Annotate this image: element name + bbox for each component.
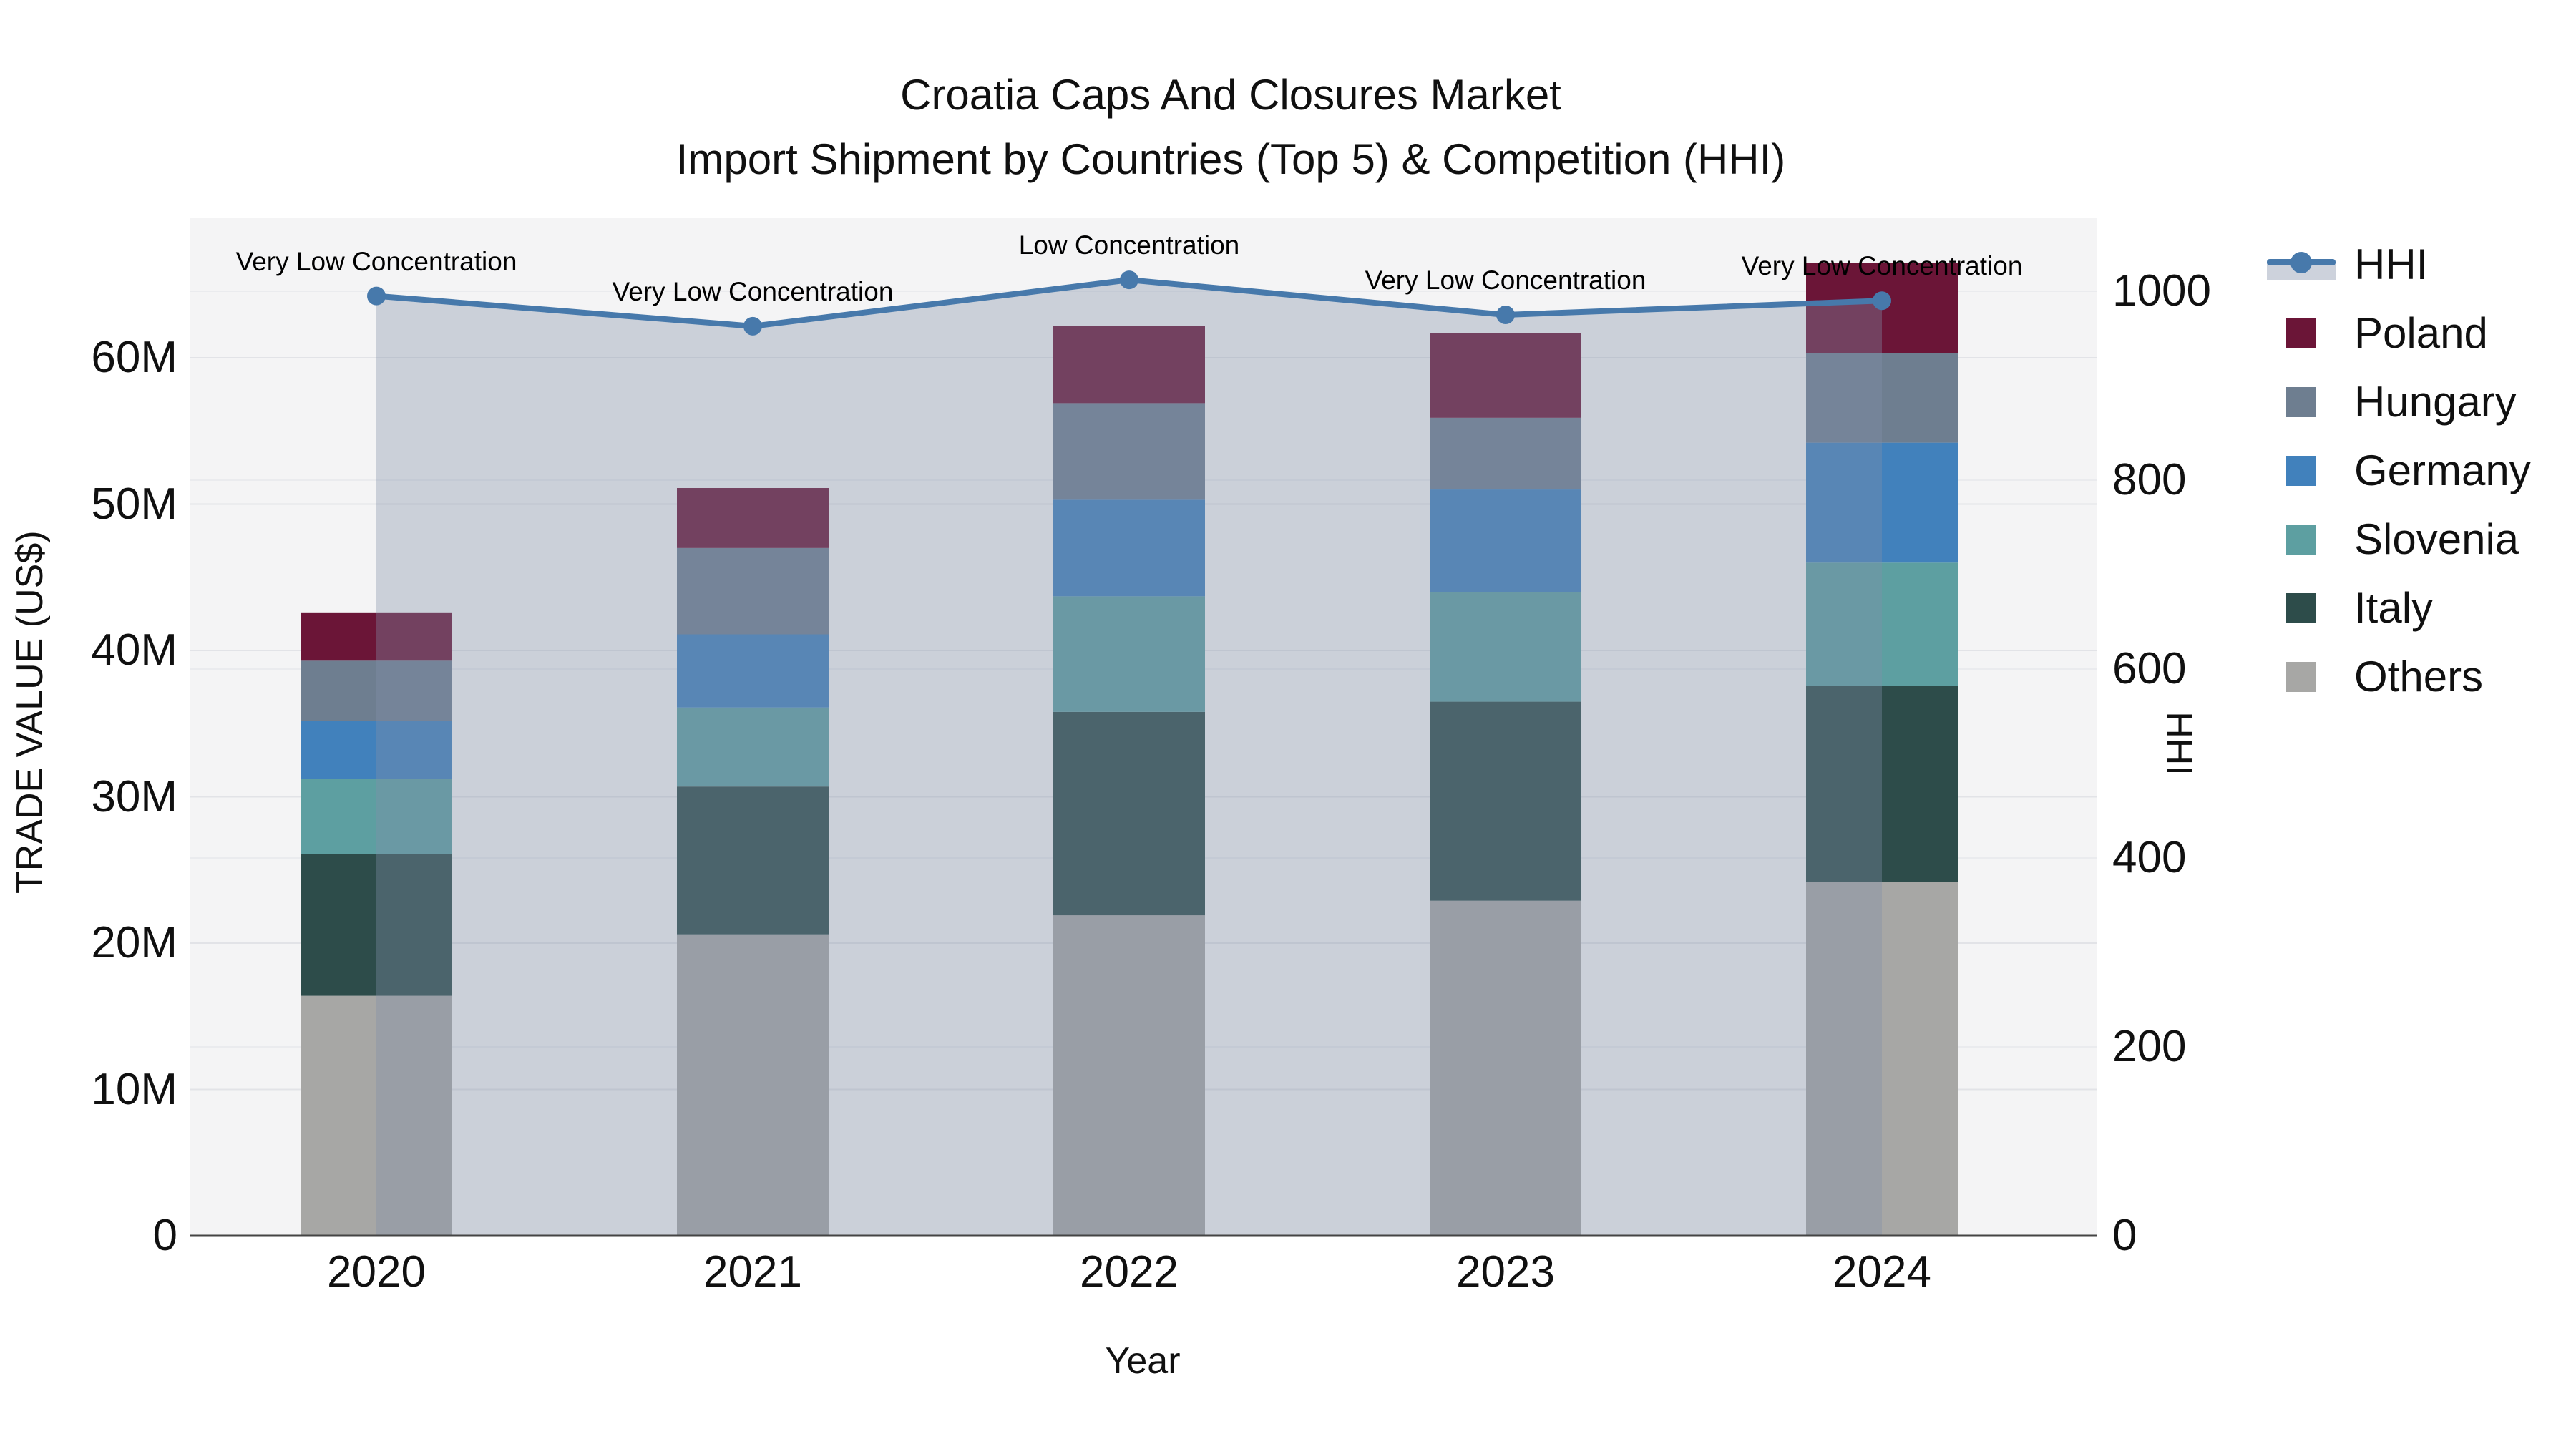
annotation-2021: Very Low Concentration <box>612 276 894 306</box>
bar-segment-2020-slovenia <box>301 779 452 854</box>
bar-segment-2022-germany <box>1053 499 1205 597</box>
annotation-2020: Very Low Concentration <box>235 246 517 276</box>
bar-segment-2023-others <box>1430 900 1581 1236</box>
chart-title-line2: Import Shipment by Countries (Top 5) & C… <box>675 135 1786 183</box>
bar-segment-2022-hungary <box>1053 403 1205 500</box>
y-left-tick-40M: 40M <box>91 625 177 675</box>
x-tick-2021: 2021 <box>703 1247 802 1297</box>
legend-item-others[interactable]: Others <box>2267 652 2483 701</box>
y-left-axis-title: TRADE VALUE (US$) <box>9 530 51 894</box>
y-right-tick-600: 600 <box>2112 644 2187 693</box>
bar-segment-2024-italy <box>1806 686 1958 882</box>
bar-segment-2020-others <box>301 995 452 1236</box>
x-tick-2024: 2024 <box>1833 1247 1931 1297</box>
bar-segment-2022-italy <box>1053 711 1205 916</box>
legend-label-slovenia: Slovenia <box>2354 515 2519 563</box>
hhi-marker-sample <box>2290 251 2312 273</box>
y-left-tick-10M: 10M <box>91 1064 177 1114</box>
chart-title-line1: Croatia Caps And Closures Market <box>900 71 1561 119</box>
bar-segment-2023-poland <box>1430 333 1581 418</box>
bar-segment-2021-others <box>677 934 829 1236</box>
y-left-tick-30M: 30M <box>91 771 177 821</box>
annotation-2022: Low Concentration <box>1018 230 1240 260</box>
hhi-marker-2023 <box>1496 306 1515 324</box>
x-tick-2020: 2020 <box>327 1247 426 1297</box>
x-axis-title: Year <box>1105 1340 1181 1382</box>
bar-segment-2023-hungary <box>1430 417 1581 490</box>
bar-segment-2024-hungary <box>1806 353 1958 443</box>
bar-segment-2024-slovenia <box>1806 562 1958 686</box>
y-left-tick-0: 0 <box>152 1211 177 1260</box>
annotation-2023: Very Low Concentration <box>1365 265 1646 295</box>
legend-item-poland[interactable]: Poland <box>2267 308 2488 358</box>
bar-segment-2021-poland <box>677 488 829 548</box>
bar-segment-2024-germany <box>1806 442 1958 563</box>
y-left-tick-60M: 60M <box>91 333 177 382</box>
bar-segment-2022-poland <box>1053 326 1205 404</box>
bar-segment-2022-others <box>1053 915 1205 1236</box>
legend-swatch-hungary <box>2286 386 2316 417</box>
hhi-marker-2020 <box>367 286 386 306</box>
hhi-marker-2022 <box>1120 270 1138 290</box>
y-right-tick-1000: 1000 <box>2112 266 2211 316</box>
legend-label-poland: Poland <box>2354 309 2488 357</box>
legend-label-italy: Italy <box>2354 584 2434 632</box>
legend-item-hungary[interactable]: Hungary <box>2267 377 2517 426</box>
bar-segment-2020-germany <box>301 721 452 779</box>
y-right-tick-200: 200 <box>2112 1022 2187 1071</box>
y-right-tick-0: 0 <box>2112 1211 2137 1260</box>
bar-segment-2022-slovenia <box>1053 596 1205 712</box>
legend-swatch-slovenia <box>2286 524 2316 555</box>
bar-segment-2021-italy <box>677 786 829 935</box>
hhi-legend-sample-icon <box>2267 245 2336 285</box>
hhi-marker-2024 <box>1873 291 1891 311</box>
legend-item-italy[interactable]: Italy <box>2267 583 2433 633</box>
legend-swatch-others <box>2286 661 2316 692</box>
legend-swatch-italy <box>2286 592 2316 623</box>
legend-label-hhi: HHI <box>2354 240 2429 288</box>
x-tick-2023: 2023 <box>1456 1247 1555 1297</box>
legend-item-slovenia[interactable]: Slovenia <box>2267 514 2519 564</box>
bar-segment-2023-italy <box>1430 701 1581 901</box>
y-right-axis-title: HHI <box>2158 711 2200 776</box>
bar-segment-2021-hungary <box>677 547 829 635</box>
y-right-tick-800: 800 <box>2112 455 2187 504</box>
y-right-tick-400: 400 <box>2112 833 2187 882</box>
bar-segment-2020-poland <box>301 612 452 661</box>
bar-segment-2021-germany <box>677 634 829 708</box>
bar-segment-2024-others <box>1806 882 1958 1236</box>
legend-label-others: Others <box>2354 653 2484 701</box>
y-left-tick-50M: 50M <box>91 479 177 529</box>
y-left-tick-20M: 20M <box>91 918 177 967</box>
hhi-fill-area <box>376 280 1882 1236</box>
legend-swatch-poland <box>2286 318 2316 348</box>
x-tick-2022: 2022 <box>1080 1247 1179 1297</box>
bar-segment-2020-hungary <box>301 660 452 721</box>
bar-segment-2023-germany <box>1430 489 1581 592</box>
bar-segment-2023-slovenia <box>1430 592 1581 702</box>
legend-label-germany: Germany <box>2354 447 2531 494</box>
legend-item-hhi[interactable]: HHI <box>2267 240 2428 289</box>
annotation-2024: Very Low Concentration <box>1741 251 2023 281</box>
hhi-marker-2021 <box>743 316 762 336</box>
bar-segment-2021-slovenia <box>677 707 829 787</box>
bar-segment-2020-italy <box>301 854 452 996</box>
legend-swatch-germany <box>2286 455 2316 486</box>
legend-item-germany[interactable]: Germany <box>2267 446 2531 495</box>
legend-label-hungary: Hungary <box>2354 378 2517 426</box>
